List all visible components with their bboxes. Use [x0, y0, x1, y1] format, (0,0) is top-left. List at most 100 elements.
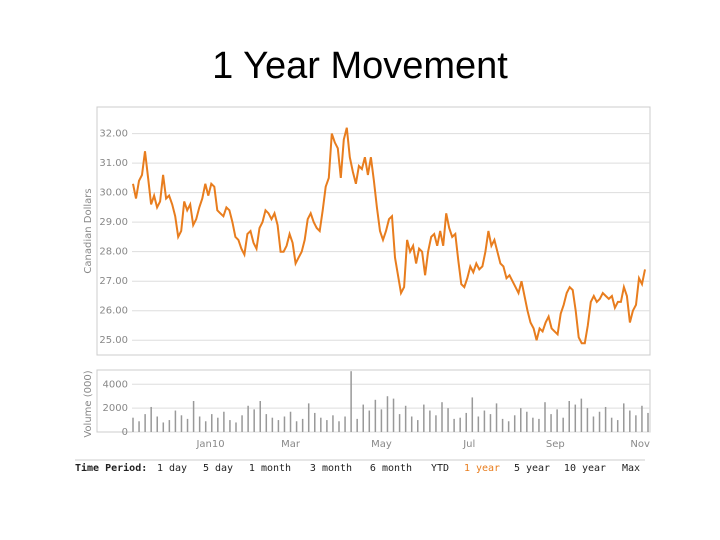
volume-bar: [429, 410, 431, 432]
volume-bar: [635, 415, 637, 432]
time-period-option[interactable]: 5 day: [203, 463, 233, 474]
volume-bar: [501, 418, 504, 432]
volume-bar: [423, 404, 425, 432]
time-period-option[interactable]: 5 year: [514, 463, 550, 474]
volume-bar: [265, 414, 268, 432]
volume-bar: [410, 416, 413, 432]
volume-bar: [229, 420, 231, 432]
volume-bar: [459, 417, 461, 432]
volume-bar: [307, 403, 310, 432]
volume-bar: [350, 371, 352, 432]
volume-bar: [398, 414, 401, 432]
volume-bar: [629, 410, 631, 432]
slide-title: 1 Year Movement: [212, 45, 508, 87]
price-panel: [96, 106, 651, 356]
volume-bar: [314, 412, 316, 432]
volume-bar: [301, 418, 304, 432]
time-period-label: Time Period:: [75, 462, 147, 474]
volume-bar: [320, 417, 322, 432]
volume-bar: [441, 402, 443, 432]
time-period-option[interactable]: 3 month: [310, 463, 352, 474]
volume-bar: [465, 412, 467, 432]
volume-bar: [647, 412, 649, 432]
volume-bar: [338, 421, 340, 432]
volume-bar: [507, 421, 510, 432]
volume-bar: [362, 404, 364, 432]
volume-bar: [180, 415, 183, 432]
volume-bar: [386, 396, 389, 432]
volume-bar: [223, 411, 225, 432]
volume-bar: [598, 411, 601, 432]
volume-bar: [241, 415, 243, 432]
volume-bar: [489, 414, 492, 432]
volume-bar: [616, 420, 619, 432]
volume-bar: [150, 406, 152, 432]
y-tick-label: 0: [122, 427, 128, 438]
y-axis-label: Volume (000): [83, 370, 94, 437]
volume-bar: [556, 409, 558, 432]
volume-bar: [356, 418, 358, 432]
volume-bar: [568, 401, 570, 432]
volume-bar: [604, 406, 607, 432]
volume-bar: [138, 421, 140, 432]
y-tick-label: 32.00: [99, 129, 128, 140]
time-period-option[interactable]: Max: [622, 463, 640, 474]
time-period-option[interactable]: 1 year: [464, 463, 500, 474]
volume-bar: [247, 405, 249, 432]
volume-bar: [520, 408, 522, 432]
y-tick-label: 27.00: [99, 276, 128, 287]
volume-bar: [532, 417, 534, 432]
volume-bar: [162, 422, 165, 432]
volume-bar: [295, 421, 298, 432]
volume-bar: [610, 417, 613, 432]
volume-bar: [186, 418, 189, 432]
volume-bar: [404, 405, 407, 432]
volume-bar: [217, 417, 219, 432]
y-tick-label: 31.00: [99, 158, 128, 169]
time-period-option[interactable]: 10 year: [564, 463, 606, 474]
volume-bar: [332, 415, 334, 432]
volume-bar: [235, 422, 237, 432]
volume-bar: [289, 411, 292, 432]
volume-bar: [168, 420, 171, 432]
volume-bar: [204, 421, 207, 432]
volume-bar: [513, 415, 516, 432]
time-period-option[interactable]: YTD: [431, 463, 449, 474]
time-period-option[interactable]: 6 month: [370, 463, 412, 474]
volume-bar: [495, 403, 498, 432]
volume-bar: [623, 403, 625, 432]
time-period-option[interactable]: 1 day: [157, 463, 187, 474]
y-tick-label: 26.00: [99, 306, 128, 317]
volume-bar: [326, 420, 328, 432]
x-tick-label: Jul: [462, 439, 475, 450]
volume-bar: [144, 414, 146, 432]
y-tick-label: 29.00: [99, 217, 128, 228]
volume-bar: [156, 416, 158, 432]
x-tick-label: Sep: [546, 439, 565, 450]
volume-bar: [253, 409, 255, 432]
y-tick-label: 28.00: [99, 247, 128, 258]
x-tick-label: Mar: [281, 439, 301, 450]
volume-bar: [592, 416, 595, 432]
y-tick-label: 4000: [103, 379, 128, 390]
volume-bar: [368, 410, 371, 432]
volume-bar: [562, 417, 564, 432]
volume-bar: [586, 408, 589, 432]
volume-bar: [550, 414, 552, 432]
x-tick-label: Nov: [630, 439, 650, 450]
volume-bar: [344, 416, 346, 432]
time-period-option[interactable]: 1 month: [249, 463, 291, 474]
x-tick-label: Jan10: [195, 439, 224, 450]
y-tick-label: 25.00: [99, 335, 128, 346]
volume-bar: [380, 409, 383, 432]
volume-bar: [447, 408, 449, 432]
volume-bar: [641, 405, 643, 432]
volume-bar: [211, 414, 213, 432]
volume-bar: [538, 418, 540, 432]
volume-bar: [392, 398, 395, 432]
volume-bar: [471, 397, 474, 432]
volume-bar: [259, 401, 261, 432]
volume-bar: [132, 417, 134, 432]
price-line: [132, 127, 646, 345]
